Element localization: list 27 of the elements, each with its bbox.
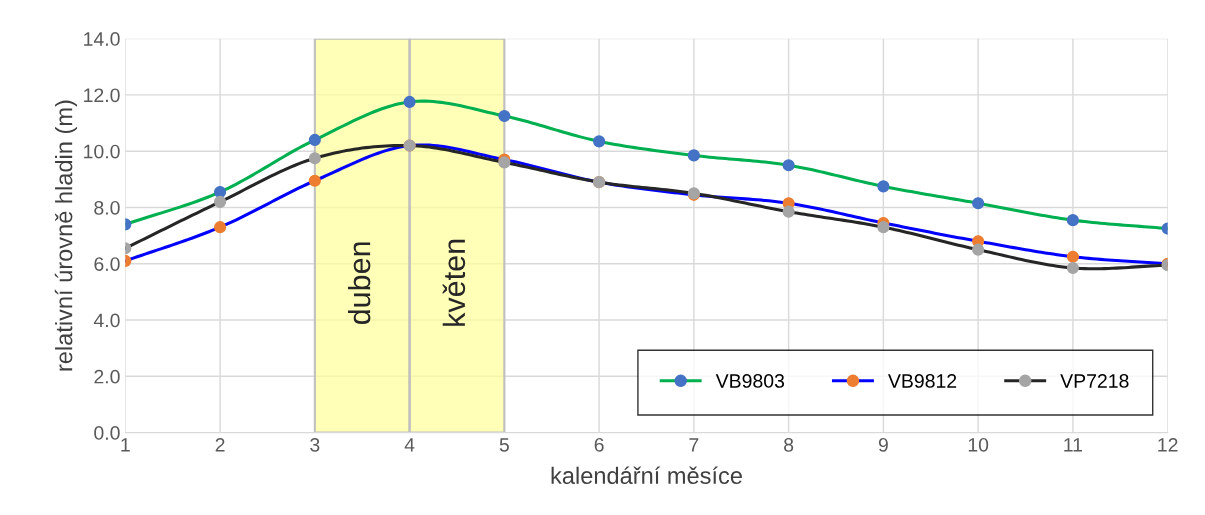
y-tick-label: 14.0: [84, 32, 120, 46]
x-tick-label: 4: [404, 438, 415, 452]
band-label: květen: [442, 239, 466, 326]
x-tick-label: 3: [310, 437, 320, 452]
y-tick-label: 2.0: [94, 369, 120, 384]
y-tick-label: 0.0: [94, 426, 120, 440]
legend-label: VB9803: [715, 374, 785, 388]
x-tick-label: 6: [594, 437, 604, 452]
x-tick-label: 10: [968, 437, 989, 452]
x-tick-label: 1: [121, 438, 130, 452]
y-tick-label: 6.0: [94, 257, 120, 271]
y-tick-label: 10.0: [84, 144, 120, 159]
x-tick-label: 12: [1158, 437, 1178, 452]
band-label: duben: [347, 242, 371, 325]
x-tick-label: 2: [215, 437, 225, 452]
legend-label: VP7218: [1060, 374, 1129, 388]
x-tick-label: 11: [1064, 438, 1083, 452]
legend-label: VB9812: [888, 374, 957, 388]
x-tick-label: 8: [784, 437, 794, 452]
x-tick-label: 5: [499, 438, 509, 452]
x-tick-label: 9: [878, 437, 888, 452]
y-tick-label: 8.0: [94, 200, 120, 215]
x-axis-title: kalendářní měsíce: [551, 466, 742, 485]
x-tick-label: 7: [689, 438, 699, 452]
y-tick-label: 12.0: [84, 88, 120, 103]
y-axis-title: relativní úrovně hladin (m): [54, 100, 78, 371]
y-tick-label: 4.0: [93, 313, 120, 328]
